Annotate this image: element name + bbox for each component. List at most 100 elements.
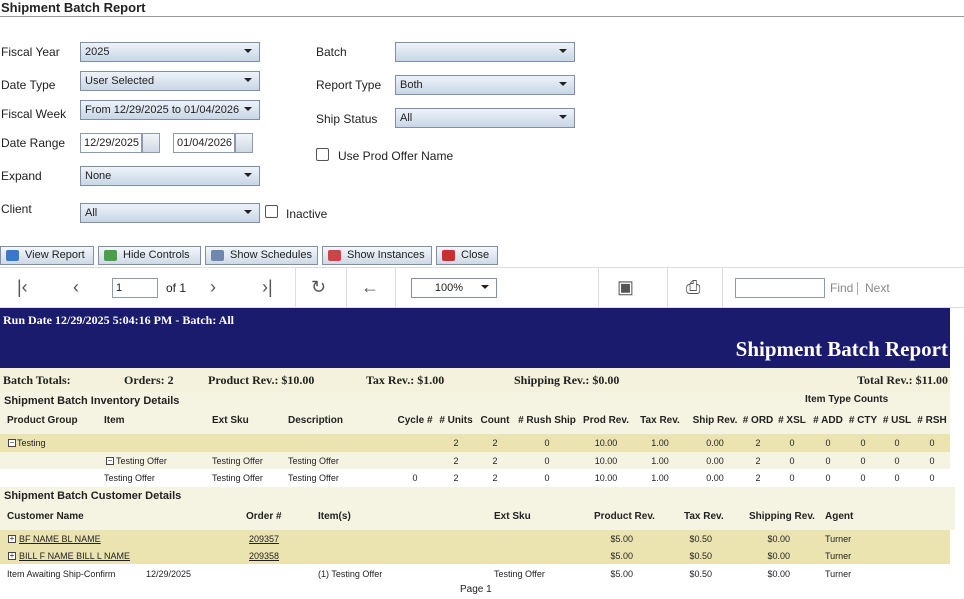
table-cell: 1.00 — [651, 438, 669, 448]
row-link[interactable]: 209358 — [249, 551, 280, 561]
table-cell: 0 — [789, 438, 795, 448]
next-link[interactable]: Next — [865, 281, 890, 295]
table-cell: Testing Offer — [494, 569, 545, 579]
collapse-toggle[interactable]: − — [8, 438, 16, 447]
back-button[interactable]: ← — [361, 277, 379, 297]
table-cell: 1.00 — [651, 456, 669, 466]
table-cell: 0.00 — [706, 456, 724, 466]
column-header: Tax Rev. — [640, 415, 680, 426]
page-title: Shipment Batch Report — [1, 0, 146, 15]
field-label: Expand — [1, 169, 42, 183]
row-link[interactable]: BF NAME BL NAME — [19, 534, 101, 544]
field-label: Client — [1, 202, 32, 216]
button-icon — [211, 250, 224, 261]
checkbox[interactable] — [265, 205, 278, 218]
row-link[interactable]: BILL F NAME BILL L NAME — [19, 551, 131, 561]
table-cell: Testing Offer — [116, 456, 167, 466]
find-input[interactable] — [735, 278, 825, 298]
table-cell: 0 — [544, 438, 550, 448]
button[interactable]: Hide Controls — [98, 246, 201, 265]
button-icon — [104, 250, 117, 261]
column-header: Ext Sku — [494, 511, 531, 522]
find-link[interactable]: Find — [830, 281, 854, 295]
table-cell: $0.00 — [767, 534, 790, 544]
dropdown[interactable]: All — [395, 108, 575, 128]
button[interactable]: Show Schedules — [205, 246, 318, 265]
toolbar-rule — [0, 307, 964, 308]
column-header: # XSL — [778, 415, 806, 426]
table-cell: $0.50 — [689, 569, 712, 579]
table-cell: 0 — [860, 473, 866, 483]
button-icon — [6, 250, 19, 261]
table-cell: $5.00 — [610, 551, 633, 561]
button[interactable]: Close — [436, 246, 498, 265]
table-cell: 2 — [492, 473, 498, 483]
dropdown[interactable]: From 12/29/2025 to 01/04/2026 — [80, 100, 260, 120]
checkbox[interactable] — [316, 148, 329, 161]
column-header: # USL — [882, 415, 912, 426]
table-cell: 0 — [789, 456, 795, 466]
section-bg — [0, 487, 955, 530]
date-input[interactable]: 01/04/2026 — [173, 133, 235, 153]
field-label: Fiscal Year — [1, 45, 60, 59]
column-header: # RSH — [917, 415, 947, 426]
table-cell: 0 — [544, 473, 550, 483]
table-cell: Testing Offer — [288, 456, 339, 466]
dropdown[interactable]: All — [80, 203, 260, 223]
button[interactable]: Show Instances — [322, 246, 432, 265]
dropdown[interactable] — [395, 42, 575, 62]
row-link[interactable]: 209357 — [249, 534, 280, 544]
zoom-dropdown[interactable]: 100% — [411, 278, 497, 298]
column-header: Ship Rev. — [692, 415, 738, 426]
table-cell: $0.50 — [689, 551, 712, 561]
dropdown[interactable]: User Selected — [80, 71, 260, 91]
expand-toggle[interactable]: + — [8, 534, 16, 543]
field-label: Report Type — [316, 78, 382, 92]
table-cell: 2 — [492, 456, 498, 466]
field-label: Ship Status — [316, 112, 378, 126]
date-input[interactable]: 12/29/2025 — [80, 133, 142, 153]
save-button[interactable]: ▣ — [617, 277, 635, 297]
table-row — [0, 530, 950, 547]
last-page-button[interactable]: ›| — [262, 277, 273, 297]
table-cell: 10.00 — [594, 456, 618, 466]
table-cell: 1.00 — [651, 473, 669, 483]
totals-band — [0, 368, 950, 392]
collapse-toggle[interactable]: − — [106, 456, 114, 465]
calendar-button[interactable] — [235, 133, 253, 153]
toolbar-rule — [0, 267, 964, 268]
total: Total Rev.: $11.00 — [857, 373, 948, 387]
prev-page-button[interactable]: ‹ — [73, 277, 79, 297]
dropdown[interactable]: None — [80, 166, 260, 186]
table-cell: $0.50 — [689, 534, 712, 544]
expand-toggle[interactable]: + — [8, 551, 16, 560]
table-cell: 2 — [453, 473, 459, 483]
section-title: Shipment Batch Customer Details — [4, 490, 182, 502]
total: Shipping Rev.: $0.00 — [514, 373, 620, 387]
toolbar-separator — [722, 268, 723, 307]
calendar-button[interactable] — [142, 133, 160, 153]
total: Product Rev.: $10.00 — [208, 373, 315, 387]
total: Batch Totals: — [3, 373, 71, 387]
table-cell: 0 — [825, 456, 831, 466]
report-title: Shipment Batch Report — [735, 337, 948, 361]
column-header: Order # — [246, 511, 282, 522]
button-icon — [442, 250, 455, 261]
table-cell: 0 — [894, 456, 900, 466]
table-cell: 0 — [929, 456, 935, 466]
print-button[interactable]: ⎙ — [686, 277, 701, 297]
column-header: Count — [480, 415, 510, 426]
dropdown[interactable]: 2025 — [80, 42, 260, 62]
button[interactable]: View Report — [0, 246, 94, 265]
refresh-button[interactable]: ↻ — [311, 277, 327, 297]
column-header: Item — [104, 415, 125, 426]
first-page-button[interactable]: |‹ — [17, 277, 28, 297]
table-cell: Turner — [825, 569, 852, 579]
field-label: Fiscal Week — [1, 107, 67, 121]
page-input[interactable]: 1 — [112, 278, 158, 298]
table-cell: $0.00 — [767, 551, 790, 561]
next-page-button[interactable]: › — [210, 277, 216, 297]
page-footer: Page 1 — [460, 584, 492, 595]
dropdown[interactable]: Both — [395, 75, 575, 95]
field-label: Batch — [316, 45, 347, 59]
